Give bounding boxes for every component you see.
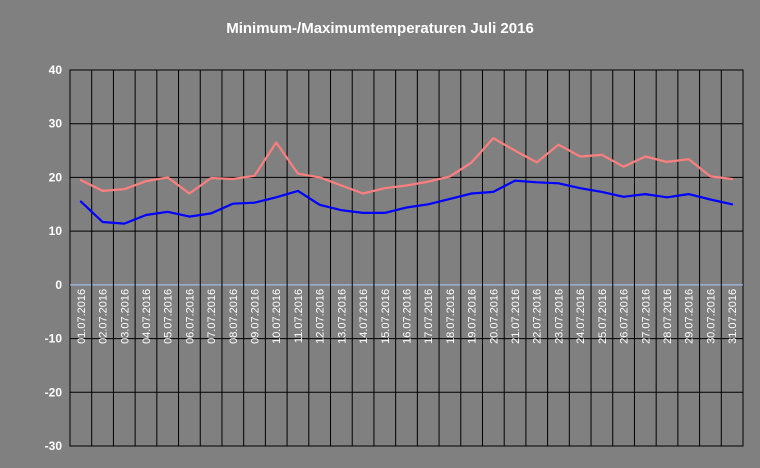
x-tick-label: 14.07.2016	[358, 289, 370, 344]
x-tick-label: 11.07.2016	[293, 289, 305, 343]
x-tick-label: 23.07.2016	[553, 289, 565, 344]
y-tick-label: 30	[49, 117, 63, 131]
y-axis-ticks: 40 30 20 10 0 -10 -20 -30	[45, 63, 63, 453]
x-tick-label: 28.07.2016	[662, 289, 674, 344]
x-tick-label: 21.07.2016	[510, 289, 522, 344]
x-tick-label: 04.07.2016	[141, 289, 153, 344]
y-tick-label: 40	[49, 63, 63, 77]
x-tick-label: 31.07.2016	[727, 289, 739, 344]
x-tick-label: 20.07.2016	[488, 289, 500, 344]
chart-title: Minimum-/Maximumtemperaturen Juli 2016	[226, 20, 534, 37]
series-line-min	[79, 179, 734, 225]
x-tick-label: 27.07.2016	[640, 289, 652, 344]
x-tick-label: 10.07.2016	[271, 289, 283, 344]
series-line-max	[79, 137, 734, 195]
x-tick-label: 16.07.2016	[402, 289, 414, 344]
x-tick-label: 15.07.2016	[380, 289, 392, 344]
x-tick-label: 12.07.2016	[315, 289, 327, 344]
series-lines	[79, 137, 734, 225]
x-tick-label: 25.07.2016	[597, 289, 609, 344]
x-tick-label: 02.07.2016	[98, 289, 110, 344]
x-tick-label: 07.07.2016	[206, 289, 218, 344]
x-tick-label: 13.07.2016	[336, 289, 348, 344]
x-tick-label: 30.07.2016	[705, 289, 717, 344]
x-tick-label: 19.07.2016	[467, 289, 479, 344]
x-tick-label: 06.07.2016	[184, 289, 196, 344]
x-tick-label: 24.07.2016	[575, 289, 587, 344]
grid-lines	[70, 69, 743, 447]
y-tick-label: -30	[45, 439, 63, 453]
x-tick-label: 26.07.2016	[619, 289, 631, 344]
plot-area	[69, 69, 744, 447]
y-tick-label: -20	[45, 385, 63, 399]
y-tick-label: 10	[49, 224, 63, 238]
x-tick-label: 18.07.2016	[445, 289, 457, 344]
x-tick-label: 08.07.2016	[228, 289, 240, 344]
x-tick-label: 03.07.2016	[119, 289, 131, 344]
y-tick-label: 20	[49, 170, 63, 184]
y-tick-label: 0	[55, 278, 62, 292]
x-tick-label: 17.07.2016	[423, 289, 435, 344]
x-tick-label: 01.07.2016	[76, 289, 88, 344]
x-tick-label: 29.07.2016	[684, 289, 696, 344]
x-tick-label: 09.07.2016	[250, 289, 262, 344]
y-tick-label: -10	[45, 332, 63, 346]
x-tick-label: 05.07.2016	[163, 289, 175, 344]
x-tick-label: 22.07.2016	[532, 289, 544, 344]
x-axis-ticks: 01.07.2016 02.07.2016 03.07.2016 04.07.2016…	[76, 289, 739, 344]
